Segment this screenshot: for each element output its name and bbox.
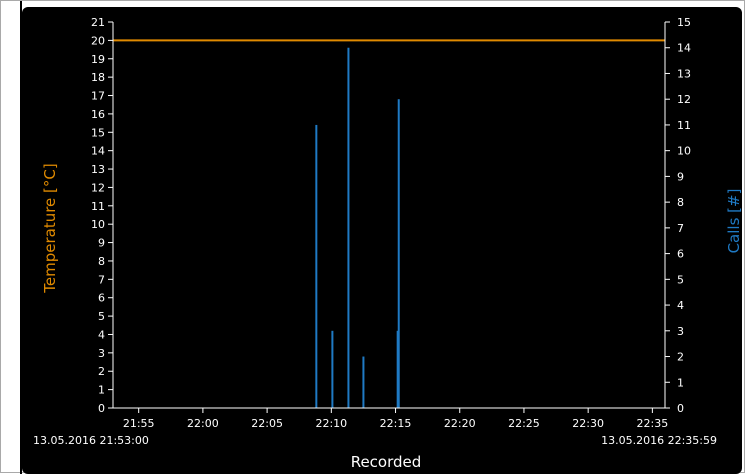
- x-axis-title: Recorded: [351, 453, 422, 471]
- calls-bar: [362, 356, 365, 408]
- right-tick-label: 13: [677, 67, 691, 80]
- right-tick-label: 0: [677, 402, 684, 415]
- left-tick-label: 13: [91, 163, 105, 176]
- left-tick-label: 12: [91, 181, 105, 194]
- right-tick-label: 8: [677, 196, 684, 209]
- left-tick-label: 7: [98, 273, 105, 286]
- right-tick-label: 7: [677, 222, 684, 235]
- left-tick-label: 14: [91, 145, 105, 158]
- x-tick-label: 22:25: [508, 417, 540, 430]
- calls-bar: [347, 47, 350, 408]
- left-tick-label: 21: [91, 16, 105, 29]
- right-tick-label: 5: [677, 273, 684, 286]
- left-tick-label: 19: [91, 53, 105, 66]
- chart-panel: [22, 7, 742, 474]
- right-tick-label: 14: [677, 42, 691, 55]
- left-tick-label: 8: [98, 255, 105, 268]
- left-tick-label: 0: [98, 402, 105, 415]
- left-tick-label: 2: [98, 365, 105, 378]
- left-tick-label: 6: [98, 292, 105, 305]
- x-range-start-label: 13.05.2016 21:53:00: [33, 434, 149, 447]
- x-tick-label: 22:30: [572, 417, 604, 430]
- left-tick-label: 9: [98, 237, 105, 250]
- right-tick-label: 12: [677, 93, 691, 106]
- calls-bar: [396, 330, 399, 408]
- right-tick-label: 4: [677, 299, 684, 312]
- left-tick-label: 11: [91, 200, 105, 213]
- x-range-end-label: 13.05.2016 22:35:59: [601, 434, 717, 447]
- left-tick-label: 18: [91, 71, 105, 84]
- x-tick-label: 21:55: [123, 417, 155, 430]
- left-tick-label: 17: [91, 90, 105, 103]
- x-tick-label: 22:00: [187, 417, 219, 430]
- right-tick-label: 3: [677, 325, 684, 338]
- left-tick-label: 10: [91, 218, 105, 231]
- right-tick-label: 9: [677, 170, 684, 183]
- calls-bar: [397, 99, 400, 408]
- right-tick-label: 6: [677, 248, 684, 261]
- left-tick-label: 20: [91, 34, 105, 47]
- left-axis-title: Temperature [°C]: [41, 163, 59, 293]
- frame-divider: [20, 1, 22, 474]
- calls-bar: [331, 330, 334, 408]
- x-axis-ticks: 21:55 22:00 22:05 22:10 22:15 22:20 22:25 22:30…: [123, 408, 668, 430]
- series-layer: [113, 39, 665, 408]
- x-tick-label: 22:10: [315, 417, 347, 430]
- x-tick-label: 22:15: [380, 417, 412, 430]
- x-tick-label: 22:35: [637, 417, 669, 430]
- axes-layer: [112, 22, 666, 409]
- right-axis-title: Calls [#]: [725, 189, 743, 254]
- left-tick-label: 5: [98, 310, 105, 323]
- right-tick-label: 15: [677, 16, 691, 29]
- left-tick-label: 15: [91, 126, 105, 139]
- right-tick-label: 2: [677, 351, 684, 364]
- calls-bar: [315, 124, 318, 408]
- right-tick-label: 10: [677, 145, 691, 158]
- right-tick-label: 11: [677, 119, 691, 132]
- left-tick-label: 1: [98, 384, 105, 397]
- x-tick-label: 22:20: [444, 417, 476, 430]
- left-tick-label: 4: [98, 328, 105, 341]
- right-tick-label: 1: [677, 376, 684, 389]
- left-tick-label: 3: [98, 347, 105, 360]
- x-tick-label: 22:05: [251, 417, 283, 430]
- left-tick-label: 16: [91, 108, 105, 121]
